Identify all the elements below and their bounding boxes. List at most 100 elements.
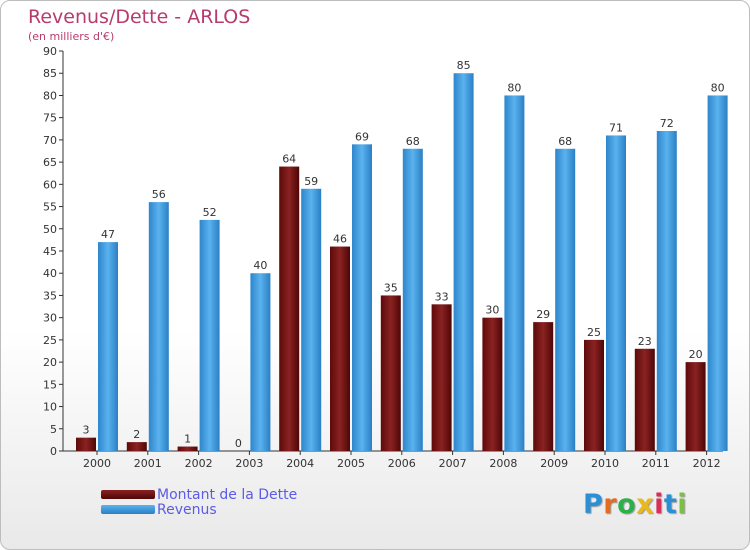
bar-revenue [250,273,271,451]
bar-debt [76,437,96,451]
data-label-debt: 25 [587,326,601,339]
y-tick-label: 10 [43,401,57,414]
bar-debt [380,295,401,451]
data-label-revenue: 47 [101,228,115,241]
y-tick-label: 75 [43,112,57,125]
data-label-debt: 0 [235,437,242,450]
logo-letter: i [677,489,688,520]
data-label-revenue: 52 [203,206,217,219]
bar-revenue [199,219,220,451]
data-label-debt: 35 [384,281,398,294]
x-tick-label: 2010 [591,457,619,470]
bar-debt [634,348,655,451]
chart-subtitle: (en milliers d'€) [28,30,115,43]
bar-revenue [301,188,322,451]
y-tick-label: 35 [43,289,57,302]
bar-debt [685,362,706,451]
y-tick-label: 60 [43,178,57,191]
data-label-revenue: 80 [711,81,725,94]
y-tick-label: 85 [43,67,57,80]
y-tick-label: 25 [43,334,57,347]
data-label-debt: 64 [282,153,296,166]
data-labels: 3 47 2 56 1 52 0 40 64 59 46 69 35 68 33 85 30 80 29 68 25 71… [83,59,725,450]
chart-title: Revenus/Dette - ARLOS [28,6,251,28]
bars [76,73,728,452]
legend-swatch-revenue [101,505,155,514]
data-label-revenue: 59 [304,175,318,188]
data-label-revenue: 80 [507,81,521,94]
x-tick-label: 2000 [83,457,111,470]
bar-revenue [707,95,728,451]
logo-letter: i [654,489,664,520]
data-label-debt: 3 [83,424,90,437]
data-label-debt: 33 [435,290,449,303]
bar-revenue [606,135,626,451]
bar-debt [482,317,503,451]
logo-letter: o [617,489,637,520]
data-label-debt: 1 [184,433,191,446]
data-label-debt: 23 [638,335,652,348]
bar-revenue [555,148,576,451]
y-tick-label: 15 [43,378,57,391]
x-tick-label: 2006 [388,457,416,470]
bar-debt [126,442,147,451]
data-label-debt: 29 [536,308,550,321]
x-tick-label: 2004 [286,457,314,470]
x-tick-label: 2012 [693,457,721,470]
y-tick-label: 0 [50,445,57,458]
y-tick-label: 20 [43,356,57,369]
y-tick-label: 40 [43,267,57,280]
data-label-revenue: 68 [406,135,420,148]
bar-debt [279,166,300,452]
data-label-revenue: 40 [253,259,267,272]
x-tick-label: 2005 [337,457,365,470]
data-label-revenue: 69 [355,130,369,143]
x-tick-label: 2003 [235,457,263,470]
data-label-debt: 2 [133,428,140,441]
y-tick-label: 65 [43,156,57,169]
bar-debt [330,246,350,451]
bar-debt [431,304,452,451]
data-label-revenue: 72 [660,117,674,130]
y-tick-label: 50 [43,223,57,236]
logo-letter: t [663,489,678,520]
proxiti-logo: Proxiti [583,489,687,520]
y-tick-label: 55 [43,201,57,214]
bar-revenue [98,242,118,451]
y-tick-label: 80 [43,89,57,102]
logo-letter: r [603,489,618,520]
y-tick-label: 30 [43,312,57,325]
bar-revenue [453,73,474,451]
data-label-debt: 20 [689,348,703,361]
x-tick-label: 2011 [642,457,670,470]
bar-debt [177,446,198,451]
data-label-revenue: 85 [457,59,471,72]
data-label-debt: 30 [485,304,499,317]
data-label-revenue: 68 [558,135,572,148]
legend-swatch-debt [101,490,155,499]
bar-revenue [504,95,525,451]
bar-debt [584,339,604,451]
bar-revenue [402,148,423,451]
logo-letter: P [583,489,604,520]
y-tick-label: 45 [43,245,57,258]
x-tick-label: 2009 [540,457,568,470]
legend-label-debt: Montant de la Dette [157,487,298,503]
y-tick-label: 5 [50,423,57,436]
logo-letter: x [636,489,655,520]
x-tick-label: 2008 [489,457,517,470]
x-tick-label: 2007 [439,457,467,470]
bar-revenue [352,144,372,452]
data-label-debt: 46 [333,233,347,246]
y-tick-label: 70 [43,134,57,147]
data-label-revenue: 71 [609,121,623,134]
data-label-revenue: 56 [152,188,166,201]
y-tick-label: 90 [43,45,57,58]
x-tick-label: 2002 [185,457,213,470]
bar-debt [533,322,554,451]
bar-revenue [148,202,169,451]
bar-revenue [656,131,677,451]
legend-label-revenue: Revenus [157,502,217,518]
